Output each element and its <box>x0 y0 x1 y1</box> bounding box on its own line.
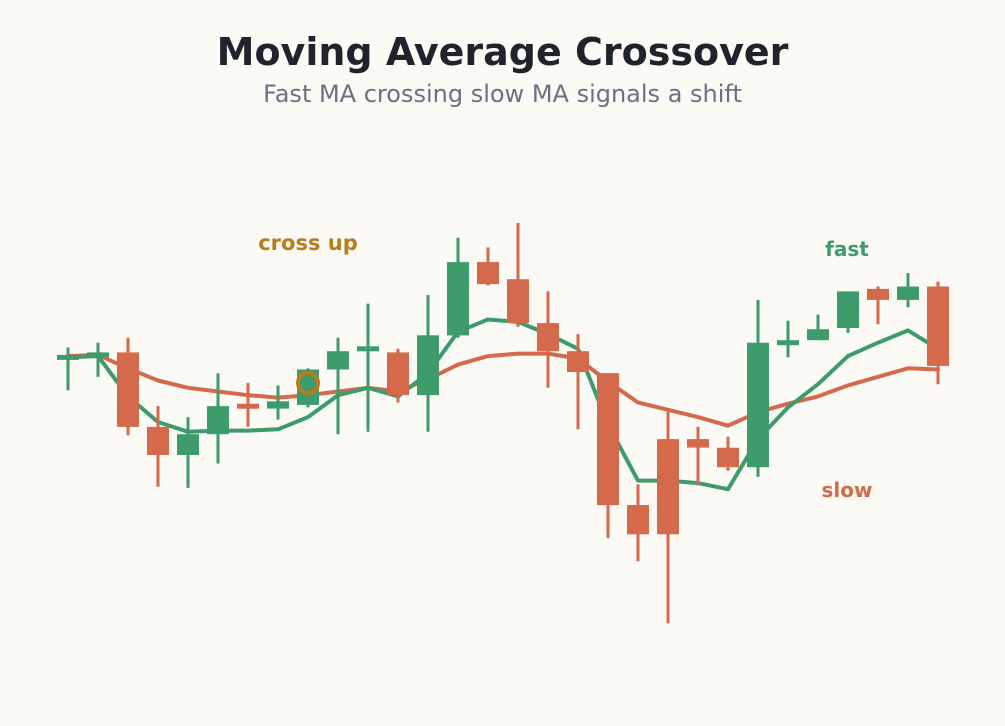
candle-body <box>357 346 379 352</box>
moving-average-layer <box>66 317 940 492</box>
cross-up-label: cross up <box>258 231 358 255</box>
fast-series-label: fast <box>825 237 869 261</box>
chart-subtitle: Fast MA crossing slow MA signals a shift <box>263 80 742 108</box>
candle <box>177 417 199 488</box>
candle <box>207 373 229 464</box>
candle <box>597 373 619 538</box>
candle-layer <box>57 223 949 624</box>
candle-body <box>387 352 409 396</box>
candle <box>237 382 259 427</box>
candle <box>387 348 409 403</box>
candle <box>927 281 949 385</box>
candle <box>897 273 919 308</box>
candle <box>567 334 589 430</box>
candle-body <box>477 262 499 285</box>
candle <box>747 299 769 477</box>
candle-body <box>267 401 289 409</box>
candle-body <box>717 447 739 468</box>
candle-body <box>327 351 349 370</box>
candle <box>837 291 859 333</box>
candle <box>57 347 79 391</box>
candle <box>117 337 139 436</box>
candle <box>267 385 289 420</box>
candle <box>717 436 739 471</box>
candle <box>867 286 889 325</box>
candle <box>327 337 349 435</box>
candle-body <box>777 340 799 346</box>
candle-body <box>807 329 829 341</box>
candle-body <box>297 369 319 405</box>
fast-ma-line <box>66 317 940 492</box>
candle-body <box>117 352 139 427</box>
candle <box>417 295 439 432</box>
candle-body <box>507 279 529 324</box>
candle <box>687 426 709 486</box>
candle-body <box>177 434 199 455</box>
candle <box>147 406 169 487</box>
candle-body <box>537 323 559 352</box>
candle <box>477 247 499 286</box>
candle <box>657 408 679 624</box>
slow-series-label: slow <box>822 478 873 502</box>
candle-body <box>687 439 709 448</box>
candle-body <box>897 286 919 300</box>
candle <box>807 314 829 341</box>
annotation-layer: cross up fast slow <box>258 231 872 502</box>
candle <box>447 237 469 338</box>
candle-body <box>657 439 679 535</box>
candle-body <box>867 288 889 300</box>
candle-body <box>237 403 259 409</box>
candle <box>357 303 379 432</box>
candle-body <box>567 351 589 372</box>
candle-body <box>597 373 619 506</box>
candle-body <box>417 335 439 396</box>
candle-body <box>837 291 859 328</box>
candle <box>627 484 649 562</box>
candle <box>507 223 529 327</box>
slow-ma-line <box>66 351 940 428</box>
candle-body <box>447 262 469 336</box>
candle <box>537 291 559 388</box>
candle-body <box>207 406 229 435</box>
crossover-marker <box>296 370 320 395</box>
candle-body <box>147 426 169 455</box>
candle-body <box>747 342 769 468</box>
candle-body <box>927 286 949 366</box>
candle <box>87 342 109 377</box>
chart-title: Moving Average Crossover <box>216 30 789 74</box>
candle-body <box>57 354 79 360</box>
candle-body <box>627 505 649 535</box>
candle <box>777 320 799 358</box>
candle-body <box>87 352 109 358</box>
